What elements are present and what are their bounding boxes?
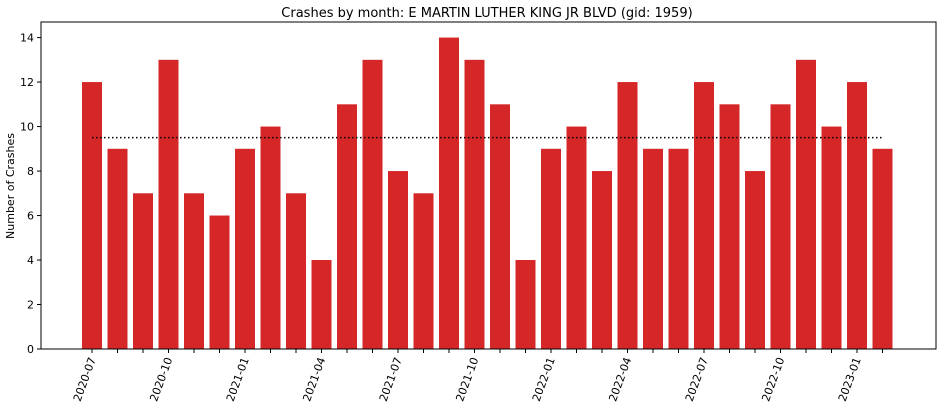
bar-2023-02 [872,148,893,349]
bar-2022-05 [643,148,663,349]
y-tick-label-14: 14 [20,32,34,45]
bar-2022-07 [694,82,714,349]
y-tick-label-2: 2 [27,299,34,312]
bar-2022-11 [796,59,816,349]
bars-layer [82,37,893,349]
bar-2021-09 [439,37,459,349]
x-axis: 2020-07 2020-10 2021-01 2021-04 2021-07 2021-… [71,349,883,403]
bar-2020-10 [158,59,179,349]
bar-2022-12 [821,126,842,349]
x-tick-label-2022-10: 2022-10 [759,356,787,404]
chart-title: Crashes by month: E MARTIN LUTHER KING J… [281,6,692,21]
bar-2021-08 [413,193,434,349]
bar-2020-12 [209,215,230,349]
y-axis: 0 2 4 6 8 10 12 14 [20,32,41,356]
y-tick-label-4: 4 [27,254,34,267]
x-tick-label-2020-10: 2020-10 [147,356,175,404]
y-tick-label-12: 12 [20,76,34,89]
bar-2022-04 [617,82,638,349]
x-tick-label-2022-07: 2022-07 [683,356,711,404]
bar-2020-07 [82,82,102,349]
y-tick-label-8: 8 [27,165,34,178]
bar-2022-08 [719,104,740,349]
bar-2022-09 [745,171,765,349]
bar-2020-09 [133,193,153,349]
x-tick-label-2022-01: 2022-01 [530,356,558,404]
bar-2020-11 [184,193,204,349]
y-tick-label-0: 0 [27,343,34,356]
bar-2022-01 [541,148,561,349]
x-tick-label-2021-07: 2021-07 [377,356,405,404]
bar-2021-03 [286,193,306,349]
x-tick-label-2023-01: 2023-01 [836,356,864,404]
y-tick-label-6: 6 [27,210,34,223]
bar-2021-01 [235,148,255,349]
bar-2020-08 [107,148,128,349]
bar-2021-02 [260,126,281,349]
y-tick-label-10: 10 [20,121,34,134]
x-tick-label-2021-01: 2021-01 [224,356,252,404]
y-axis-label: Number of Crashes [4,133,17,239]
x-tick-label-2021-04: 2021-04 [300,356,328,404]
bar-2023-01 [847,82,867,349]
bar-2021-04 [311,260,332,349]
bar-2021-05 [337,104,357,349]
bar-2022-10 [770,104,791,349]
x-tick-label-2020-07: 2020-07 [71,356,99,404]
bar-2021-11 [490,104,510,349]
bar-2022-06 [668,148,689,349]
bar-2021-06 [362,59,383,349]
plot-frame [40,21,937,350]
x-tick-label-2021-10: 2021-10 [453,356,481,404]
bar-2021-10 [464,59,485,349]
bar-2021-12 [515,260,536,349]
bar-2022-03 [592,171,612,349]
bar-2021-07 [388,171,408,349]
bar-2022-02 [566,126,587,349]
x-tick-label-2022-04: 2022-04 [606,356,634,404]
